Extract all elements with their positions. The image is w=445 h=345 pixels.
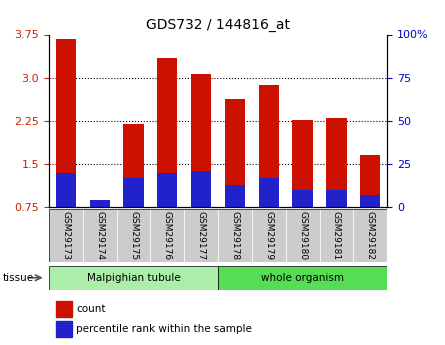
Text: percentile rank within the sample: percentile rank within the sample (76, 324, 252, 334)
Bar (56, 39, 76, 207)
Text: GSM29180: GSM29180 (298, 211, 307, 260)
Bar (150, 209, 184, 262)
Bar (326, 118, 347, 207)
Text: GSM29178: GSM29178 (231, 211, 239, 260)
Bar (49, 266, 218, 290)
Bar (292, 120, 313, 207)
Bar (191, 73, 211, 207)
Bar (117, 209, 150, 262)
Bar (259, 85, 279, 207)
Text: GSM29182: GSM29182 (366, 211, 375, 260)
Bar (259, 178, 279, 207)
Bar (225, 99, 245, 207)
Text: GSM29179: GSM29179 (264, 211, 273, 260)
Bar (89, 201, 110, 207)
Bar (292, 190, 313, 207)
Text: tissue: tissue (2, 273, 33, 283)
Text: whole organism: whole organism (261, 273, 344, 283)
Text: GSM29181: GSM29181 (332, 211, 341, 260)
Bar (49, 209, 83, 262)
Bar (360, 195, 380, 207)
Bar (252, 209, 286, 262)
Bar (83, 209, 117, 262)
Bar (56, 322, 72, 337)
Bar (326, 190, 347, 207)
Text: Malpighian tubule: Malpighian tubule (87, 273, 180, 283)
Bar (218, 209, 252, 262)
Text: GSM29173: GSM29173 (61, 211, 70, 260)
Bar (360, 155, 380, 207)
Bar (157, 172, 178, 207)
Bar (353, 209, 387, 262)
Text: count: count (76, 304, 105, 314)
Bar (225, 185, 245, 207)
Bar (123, 178, 144, 207)
Bar (123, 124, 144, 207)
Bar (89, 200, 110, 207)
Text: GSM29177: GSM29177 (197, 211, 206, 260)
Bar (191, 171, 211, 207)
Bar (184, 209, 218, 262)
Bar (218, 266, 387, 290)
Text: GSM29175: GSM29175 (129, 211, 138, 260)
Text: GSM29176: GSM29176 (163, 211, 172, 260)
Bar (320, 209, 353, 262)
Bar (286, 209, 320, 262)
Bar (157, 58, 178, 207)
Bar (56, 301, 72, 317)
Title: GDS732 / 144816_at: GDS732 / 144816_at (146, 18, 290, 32)
Bar (56, 172, 76, 207)
Text: GSM29174: GSM29174 (95, 211, 104, 260)
